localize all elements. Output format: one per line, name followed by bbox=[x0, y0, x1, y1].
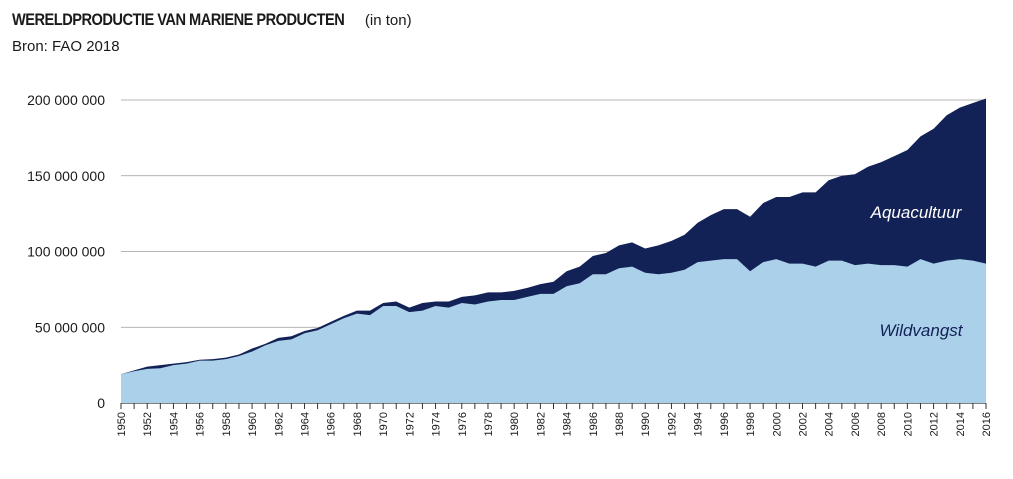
x-tick-label: 1958 bbox=[221, 412, 233, 436]
x-tick-label: 1980 bbox=[509, 412, 521, 436]
x-tick-label: 1968 bbox=[352, 412, 364, 436]
y-tick-label: 50 000 000 bbox=[35, 319, 105, 335]
chart-title: WERELDPRODUCTIE VAN MARIENE PRODUCTEN bbox=[12, 10, 345, 29]
x-tick-label: 2000 bbox=[771, 412, 783, 436]
x-tick-label: 1988 bbox=[614, 412, 626, 436]
x-tick-label: 1954 bbox=[168, 412, 180, 436]
y-tick-label: 100 000 000 bbox=[27, 244, 105, 260]
x-tick-label: 1966 bbox=[326, 412, 338, 436]
x-tick-label: 1996 bbox=[719, 412, 731, 436]
x-tick-label: 1986 bbox=[588, 412, 600, 436]
x-tick-label: 1972 bbox=[404, 412, 416, 436]
source-note: Bron: FAO 2018 bbox=[12, 38, 120, 55]
y-tick-label: 0 bbox=[97, 395, 105, 411]
y-axis-ticks: 0 50 000 000 100 000 000 150 000 000 200 000… bbox=[27, 92, 105, 411]
unit-note: (in ton) bbox=[364, 12, 412, 29]
wildvangst-area bbox=[121, 259, 986, 403]
y-tick-label: 150 000 000 bbox=[27, 168, 105, 184]
x-tick-label: 1964 bbox=[299, 412, 311, 436]
aquacultuur-series-label: Aquacultuur bbox=[870, 203, 963, 222]
x-tick-label: 1998 bbox=[745, 412, 757, 436]
x-tick-label: 2010 bbox=[902, 412, 914, 436]
x-tick-label: 1962 bbox=[273, 412, 285, 436]
x-tick-label: 1992 bbox=[666, 412, 678, 436]
x-tick-label: 1952 bbox=[142, 412, 154, 436]
x-tick-label: 1974 bbox=[431, 412, 443, 436]
x-tick-label: 2004 bbox=[824, 412, 836, 436]
x-tick-label: 2016 bbox=[981, 412, 993, 436]
y-tick-label: 200 000 000 bbox=[27, 92, 105, 108]
x-tick-label: 2014 bbox=[955, 412, 967, 436]
x-tick-label: 2012 bbox=[929, 412, 941, 436]
wildvangst-series-label: Wildvangst bbox=[880, 321, 964, 340]
title-row: WERELDPRODUCTIE VAN MARIENE PRODUCTEN (i… bbox=[12, 10, 412, 30]
x-tick-label: 1976 bbox=[457, 412, 469, 436]
x-tick-label: 1978 bbox=[483, 412, 495, 436]
x-tick-label: 1994 bbox=[693, 412, 705, 436]
x-tick-label: 2008 bbox=[876, 412, 888, 436]
x-tick-label: 1990 bbox=[640, 412, 652, 436]
x-tick-label: 2002 bbox=[798, 412, 810, 436]
x-tick-label: 1956 bbox=[195, 412, 207, 436]
x-axis-ticks: 1950 1952 1954 1956 1958 1960 1962 1964 1966 1968… bbox=[116, 403, 993, 436]
x-tick-label: 1970 bbox=[378, 412, 390, 436]
x-tick-label: 2006 bbox=[850, 412, 862, 436]
x-tick-label: 1950 bbox=[116, 412, 128, 436]
x-tick-label: 1984 bbox=[562, 412, 574, 436]
x-tick-label: 1982 bbox=[535, 412, 547, 436]
x-tick-label: 1960 bbox=[247, 412, 259, 436]
